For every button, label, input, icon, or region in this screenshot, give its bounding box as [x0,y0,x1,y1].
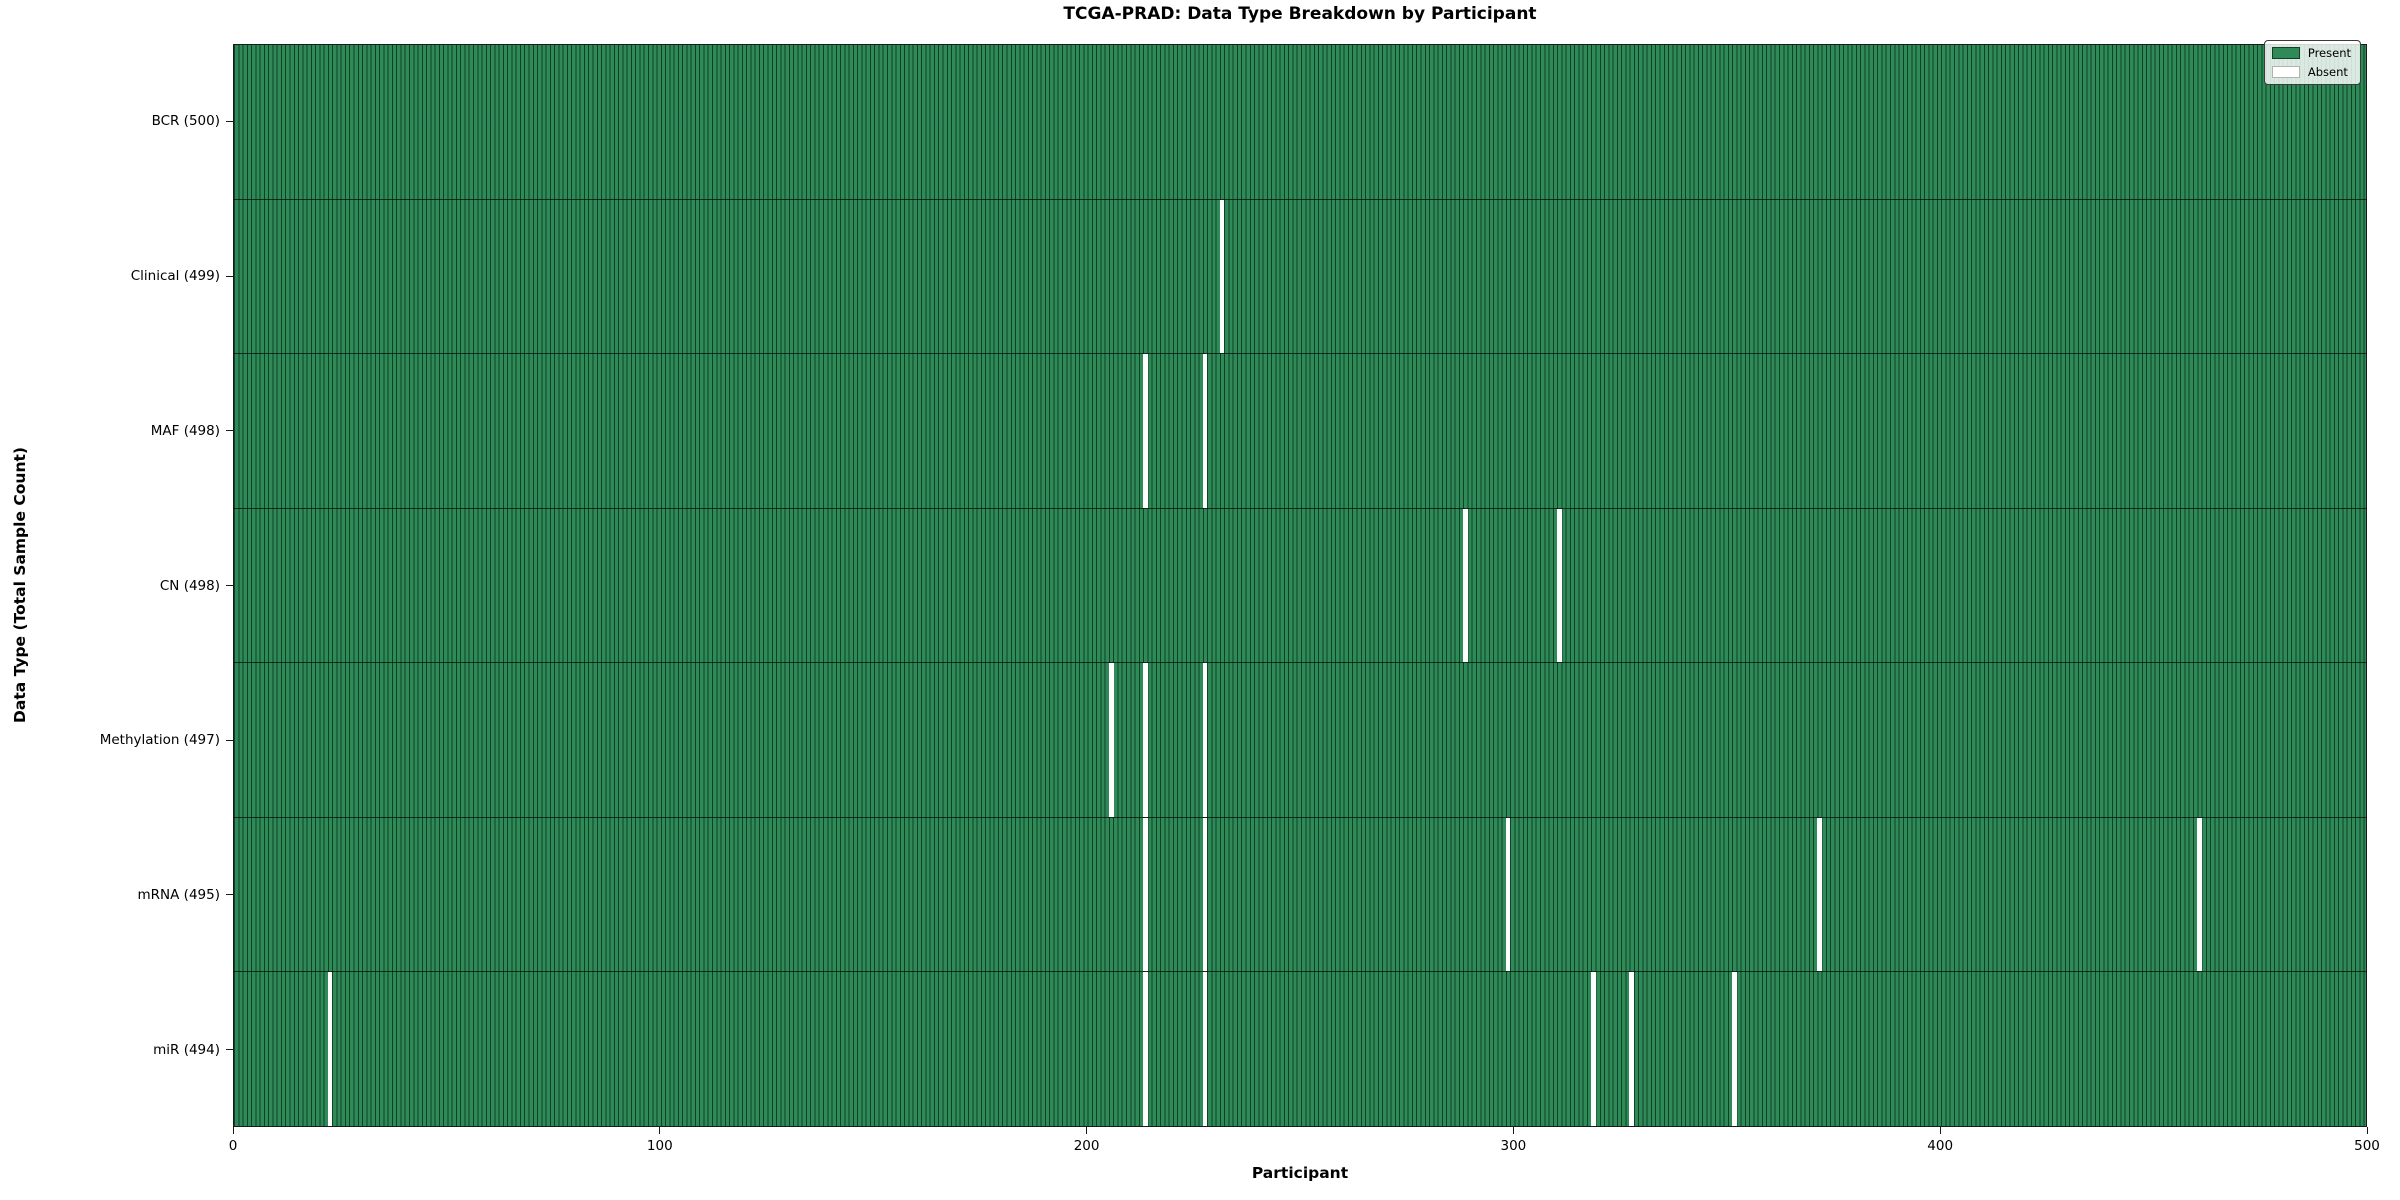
absent-gap [1142,663,1148,817]
x-tick-label: 100 [646,1138,673,1154]
y-tick-mark [226,585,233,586]
x-tick-mark [1512,1127,1514,1134]
heatmap-row-clinical [234,198,2366,354]
plot-area [233,44,2367,1127]
heatmap-row-maf [234,353,2366,508]
y-tick-mark [226,894,233,896]
y-tick-label: mRNA (495) [137,886,220,903]
y-tick-label: CN (498) [159,577,220,594]
y-tick-label: Clinical (499) [130,268,220,285]
absent-gap [1462,508,1468,663]
legend-item-present: Present [2271,46,2351,60]
y-tick-label: miR (494) [153,1041,220,1058]
absent-gap [1556,508,1562,663]
heatmap-row-mir [234,971,2366,1127]
absent-gap [1202,817,1208,972]
absent-gap [1202,354,1208,508]
absent-gap [2196,817,2202,972]
legend: Present Absent [2263,40,2361,85]
absent-gap [1731,972,1737,1127]
y-tick-mark [226,275,233,277]
absent-gap [1590,972,1596,1127]
x-tick-label: 400 [1927,1138,1954,1154]
absent-gap [1505,817,1511,972]
legend-item-absent: Absent [2271,65,2351,79]
present-swatch-icon [2271,47,2300,59]
y-tick-mark [226,1049,233,1051]
y-tick-label: BCR (500) [151,113,220,130]
absent-gap [1219,199,1225,354]
absent-gap [1202,972,1208,1127]
legend-label-absent: Absent [2307,65,2348,79]
y-tick-mark [226,430,233,432]
x-axis-label: Participant [1251,1164,1349,1182]
x-tick-mark [2366,1127,2368,1134]
x-tick-label: 300 [1500,1138,1527,1154]
x-tick-label: 0 [228,1138,238,1154]
absent-gap [1108,663,1114,817]
x-tick-mark [1939,1127,1941,1134]
heatmap-row-methylation [234,662,2366,817]
chart-title: TCGA-PRAD: Data Type Breakdown by Partic… [1063,4,1537,24]
absent-gap [1817,817,1823,972]
y-tick-label: Methylation (497) [99,732,220,749]
absent-swatch-icon [2271,66,2300,78]
y-tick-label: MAF (498) [150,422,220,439]
x-tick-label: 200 [1073,1138,1100,1154]
heatmap-row-cn [234,507,2366,663]
heatmap-row-bcr [234,45,2366,199]
x-tick-mark [1086,1127,1088,1134]
absent-gap [1142,354,1148,508]
x-tick-mark [659,1127,661,1134]
x-tick-label: 500 [2354,1138,2380,1154]
absent-gap [1142,817,1148,972]
absent-gap [1142,972,1148,1127]
heatmap-row-mrna [234,816,2366,972]
legend-label-present: Present [2307,46,2351,60]
y-tick-mark [226,120,233,122]
absent-gap [327,972,333,1127]
y-tick-mark [226,739,233,741]
absent-gap [1629,972,1635,1127]
absent-gap [1202,663,1208,817]
x-tick-mark [232,1127,234,1134]
